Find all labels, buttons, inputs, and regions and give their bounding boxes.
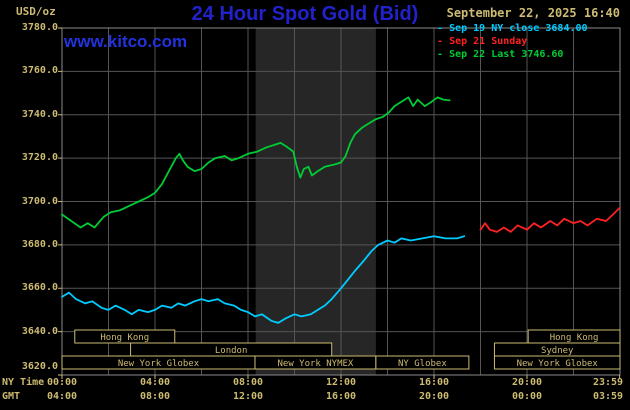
x-axis-tick-label: 08:00 xyxy=(139,391,171,402)
session-box xyxy=(74,329,176,344)
y-axis-tick-label: 3680.0 xyxy=(21,238,58,250)
y-axis-tick-label: 3740.0 xyxy=(21,108,58,120)
x-axis-tick-label: 16:00 xyxy=(418,377,450,388)
y-axis-tick-label: 3620.0 xyxy=(21,361,58,372)
session-label: New York Globex xyxy=(118,359,200,369)
x-axis-tick-label: 08:00 xyxy=(232,377,264,388)
x-axis-tick-label: 20:00 xyxy=(511,377,543,388)
session-label: New York Globex xyxy=(517,359,599,369)
legend-marker: - xyxy=(437,23,444,34)
session-box xyxy=(375,355,470,370)
session-label: Sydney xyxy=(541,346,574,356)
page-title: 24 Hour Spot Gold (Bid) xyxy=(191,3,419,25)
x-axis-tick-label: 16:00 xyxy=(325,391,357,402)
session-label: London xyxy=(215,346,248,356)
legend-label: Sep 22 Last 3746.60 xyxy=(449,49,564,60)
y-axis-tick-label: 3720.0 xyxy=(21,152,58,164)
session-label: NY Globex xyxy=(398,359,447,369)
x-axis-tick-label: 20:00 xyxy=(418,391,450,402)
legend-label: Sep 19 NY close 3684.00 xyxy=(449,23,588,34)
x-axis-tick-label: 04:00 xyxy=(46,391,78,402)
chart-datetime: September 22, 2025 16:40 xyxy=(446,6,620,20)
session-label: Hong Kong xyxy=(100,333,149,343)
legend-item-sep21: - Sep 21 Sunday xyxy=(437,35,588,48)
price-line xyxy=(479,207,621,233)
price-line xyxy=(61,235,466,324)
y-axis-tick-label: 3640.0 xyxy=(21,325,58,337)
gmt-axis-label: GMT xyxy=(2,391,21,402)
x-axis-tick-label: 23:59 xyxy=(592,377,624,388)
y-axis-unit-label: USD/oz xyxy=(16,5,56,18)
session-box xyxy=(493,355,621,370)
y-axis-tick-label: 3780.0 xyxy=(21,22,58,33)
x-axis-tick-label: 04:00 xyxy=(139,377,171,388)
kitco-link[interactable]: www.kitco.com xyxy=(64,32,188,51)
session-label: New York NYMEX xyxy=(277,359,353,369)
x-axis-tick-label: 00:00 xyxy=(511,391,543,402)
ny-time-axis-label: NY Time xyxy=(2,377,45,388)
x-axis-tick-label: 00:00 xyxy=(46,377,78,388)
legend: - Sep 19 NY close 3684.00 - Sep 21 Sunda… xyxy=(437,22,588,61)
session-label: Hong Kong xyxy=(550,333,599,343)
legend-marker: - xyxy=(437,36,444,47)
x-axis-tick-label: 03:59 xyxy=(592,391,624,402)
x-axis-tick-label: 12:00 xyxy=(232,391,264,402)
x-axis-tick-label: 12:00 xyxy=(325,377,357,388)
y-axis-tick-label: 3660.0 xyxy=(21,282,58,294)
legend-item-sep22: - Sep 22 Last 3746.60 xyxy=(437,48,588,61)
legend-marker: - xyxy=(437,49,444,60)
price-line xyxy=(61,96,451,229)
y-axis-tick-label: 3700.0 xyxy=(21,195,58,207)
legend-label: Sep 21 Sunday xyxy=(449,36,528,47)
y-axis-tick-label: 3760.0 xyxy=(21,65,58,77)
legend-item-sep19: - Sep 19 NY close 3684.00 xyxy=(437,22,588,35)
